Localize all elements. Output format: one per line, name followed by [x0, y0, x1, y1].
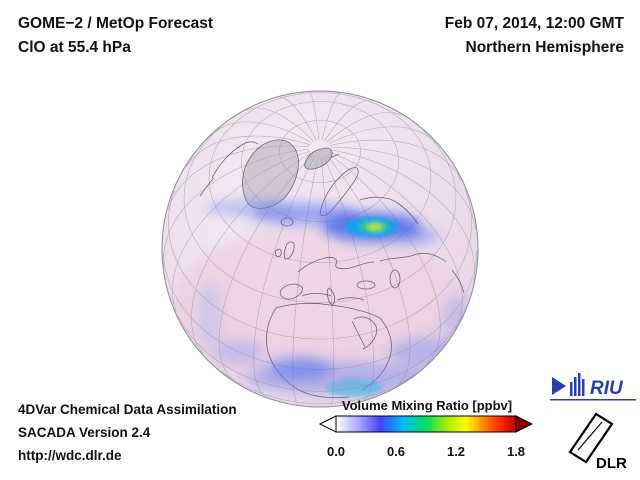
dlr-wing-line [577, 421, 603, 451]
coastline-asia [359, 196, 465, 294]
assimilation-label: 4DVar Chemical Data Assimilation [18, 402, 237, 417]
colorbar-overflow-arrow [515, 415, 534, 433]
header-left: GOME−2 / MetOp Forecast ClO at 55.4 hPa [18, 12, 213, 60]
tick-0: 0.0 [326, 444, 346, 459]
version-label: SACADA Version 2.4 [18, 425, 151, 440]
colorbar-ticks: 0.0 0.6 1.2 1.8 [327, 444, 525, 460]
colorbar [318, 415, 534, 433]
arctic-ice-patch [304, 147, 333, 170]
svalbard [329, 153, 340, 159]
riu-underline [550, 399, 636, 401]
coastline-europe [297, 256, 375, 301]
riu-logo-text: RIU [590, 378, 624, 399]
clo-overlay-diffuse [198, 200, 473, 394]
black-sea [356, 280, 376, 290]
riu-triangle-icon [552, 377, 566, 395]
product-title: GOME−2 / MetOp Forecast [18, 15, 214, 32]
coastline-british-isles [274, 241, 295, 260]
tick-1: 0.6 [386, 444, 406, 459]
clo-overlay-hotspot [327, 217, 399, 397]
datetime-label: Feb 07, 2014, 12:00 GMT [444, 15, 624, 32]
dlr-logo: DLR [568, 412, 627, 472]
coastline-north-america [199, 141, 259, 197]
dlr-logo-text: DLR [596, 455, 627, 472]
coastline-italy [326, 287, 336, 305]
product-subtitle: ClO at 55.4 hPa [18, 39, 131, 57]
hemisphere-label: Northern Hemisphere [465, 39, 624, 57]
dlr-wing-icon [568, 412, 614, 464]
header-right: Feb 07, 2014, 12:00 GMT Northern Hemisph… [445, 12, 624, 60]
website-url: http://wdc.dlr.de [18, 448, 122, 463]
colorbar-title: Volume Mixing Ratio [ppbv] [341, 398, 513, 413]
caspian-sea [389, 269, 401, 289]
coastline-arabia-redsea [351, 316, 378, 350]
tick-2: 1.2 [446, 444, 466, 459]
graticule-lines [162, 92, 478, 406]
riu-bars-icon [570, 373, 585, 396]
globe-limb [161, 90, 479, 408]
tick-3: 1.8 [506, 444, 526, 459]
riu-logo: RIU [550, 373, 636, 401]
colorbar-underflow-arrow [318, 415, 337, 433]
coastline-iberia [279, 283, 303, 300]
colorbar-gradient-bar [335, 415, 517, 433]
